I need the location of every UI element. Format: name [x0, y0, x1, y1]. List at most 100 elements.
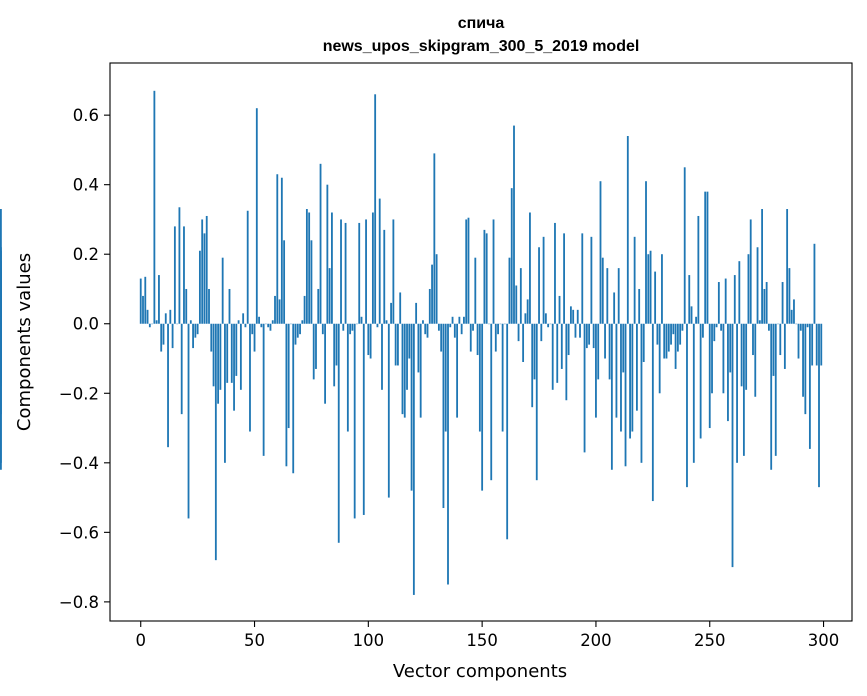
bar	[337, 323, 340, 543]
bar	[747, 254, 750, 324]
bar	[187, 323, 190, 519]
bar	[324, 323, 326, 404]
bar	[431, 264, 433, 324]
bar	[478, 323, 481, 432]
y-tick-label: −0.8	[59, 593, 99, 612]
bar	[180, 323, 183, 415]
bar	[394, 323, 397, 366]
bar	[474, 257, 477, 324]
bar	[683, 167, 686, 324]
bar	[353, 323, 356, 519]
bar	[610, 323, 613, 470]
bar	[686, 323, 688, 488]
bar	[171, 323, 174, 349]
bar	[0, 316, 2, 324]
bar	[667, 323, 670, 352]
bar	[581, 233, 584, 324]
bar	[387, 323, 390, 498]
bar	[538, 247, 540, 324]
bars-group	[0, 90, 823, 595]
bar	[633, 236, 636, 324]
bar	[793, 299, 795, 324]
bar	[483, 229, 486, 324]
y-tick-label: −0.2	[59, 384, 99, 403]
x-axis-label: Vector components	[393, 661, 567, 682]
bar	[258, 316, 260, 324]
bar	[624, 323, 627, 467]
bar	[328, 268, 331, 324]
bar	[208, 288, 210, 324]
y-tick-label: 0.0	[73, 315, 99, 334]
bar	[740, 323, 743, 387]
bar	[183, 226, 185, 324]
bar	[799, 323, 802, 331]
bar	[321, 323, 324, 335]
bar	[508, 257, 511, 324]
bar	[360, 316, 363, 324]
bar	[142, 295, 144, 324]
bar	[194, 323, 197, 338]
bar	[804, 323, 807, 415]
bar	[212, 323, 215, 387]
bar	[249, 323, 251, 432]
bar	[449, 323, 452, 328]
bar	[287, 323, 290, 429]
bar	[296, 323, 299, 338]
bar	[820, 323, 823, 366]
bar	[146, 309, 149, 324]
bar	[590, 236, 593, 324]
bar	[246, 210, 249, 324]
bar	[567, 323, 570, 356]
bar	[533, 323, 536, 380]
bar	[515, 285, 518, 324]
bar	[299, 323, 301, 335]
bar	[335, 323, 338, 366]
bar	[597, 323, 600, 380]
bar	[333, 323, 336, 387]
x-tick-label: 0	[135, 631, 146, 650]
bar	[551, 323, 554, 390]
bar	[531, 323, 534, 408]
bar	[342, 323, 345, 331]
bar	[444, 323, 447, 432]
bar	[492, 219, 495, 324]
bar	[620, 323, 622, 432]
bar	[192, 323, 194, 349]
bar	[615, 323, 618, 418]
bar	[715, 323, 718, 328]
plot-frame	[109, 62, 853, 622]
bar	[274, 295, 276, 324]
bar	[763, 288, 766, 324]
bar	[463, 316, 465, 324]
x-tick-label: 100	[353, 631, 385, 650]
bar	[636, 323, 638, 411]
bar	[490, 323, 493, 481]
bar	[497, 323, 499, 335]
bar	[472, 323, 474, 331]
bar	[749, 219, 752, 324]
bar	[731, 323, 734, 568]
bar	[774, 323, 777, 456]
y-tick-label: 0.6	[73, 106, 99, 125]
bar	[626, 136, 629, 324]
bar	[424, 323, 427, 335]
bar	[253, 323, 256, 352]
bar	[629, 323, 631, 439]
bar	[262, 323, 265, 456]
bar	[761, 209, 763, 324]
bar	[269, 323, 272, 331]
bar	[770, 323, 773, 470]
bar	[558, 295, 561, 324]
bar	[585, 323, 588, 349]
bar	[376, 323, 379, 328]
bar	[315, 323, 317, 369]
bar	[706, 191, 709, 324]
bar	[631, 323, 634, 432]
bar	[781, 282, 784, 324]
bar	[554, 222, 556, 324]
bar	[813, 243, 816, 324]
bar	[233, 323, 235, 411]
bar	[267, 323, 270, 328]
bar	[278, 299, 281, 324]
bar	[681, 323, 684, 331]
